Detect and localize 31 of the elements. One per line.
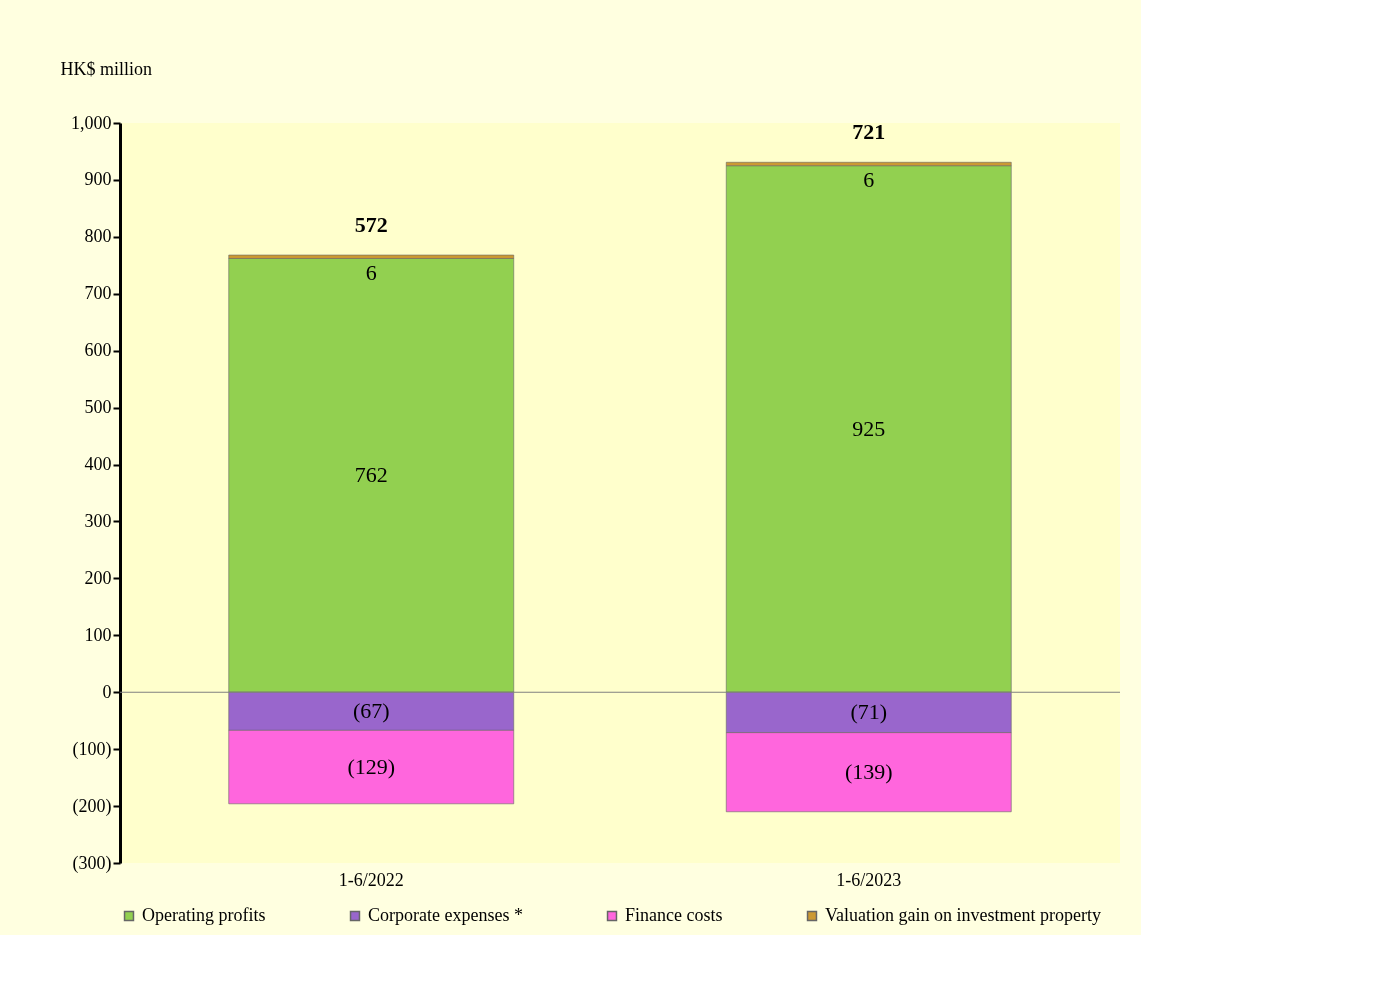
y-axis-title: HK$ million — [60, 58, 153, 79]
data-label: (71) — [850, 699, 888, 725]
data-label: 925 — [852, 415, 886, 441]
legend-label: Operating profits — [142, 905, 266, 925]
y-tick-label: (100) — [72, 738, 112, 760]
y-tick-label: (200) — [72, 795, 112, 817]
data-label: 6 — [365, 259, 377, 285]
y-tick-label: 0 — [102, 681, 112, 702]
y-tick-label: 600 — [84, 340, 112, 361]
y-tick-label: 900 — [84, 169, 112, 190]
data-label: (67) — [352, 698, 390, 724]
data-label: (139) — [844, 759, 893, 785]
data-label: (129) — [347, 754, 396, 780]
x-tick-label: 1-6/2023 — [836, 869, 902, 890]
data-label: 762 — [354, 462, 388, 488]
y-tick-label: 700 — [84, 283, 112, 304]
y-tick-label: 800 — [84, 226, 112, 247]
y-tick-label: (300) — [72, 852, 112, 874]
y-tick-label: 100 — [84, 624, 112, 645]
total-label: 721 — [852, 119, 886, 145]
x-tick-label: 1-6/2022 — [338, 869, 404, 890]
total-label: 572 — [354, 212, 388, 238]
y-tick-label: 400 — [84, 454, 112, 475]
legend-label: Corporate expenses * — [368, 905, 523, 925]
y-tick-label: 300 — [84, 510, 112, 531]
y-tick-label: 200 — [84, 567, 112, 588]
data-label: 6 — [863, 166, 875, 192]
legend-label: Valuation gain on investment property — [825, 905, 1101, 925]
y-tick-label: 500 — [84, 397, 112, 418]
y-tick-label: 1,000 — [71, 112, 112, 133]
legend-label: Finance costs — [625, 905, 723, 925]
